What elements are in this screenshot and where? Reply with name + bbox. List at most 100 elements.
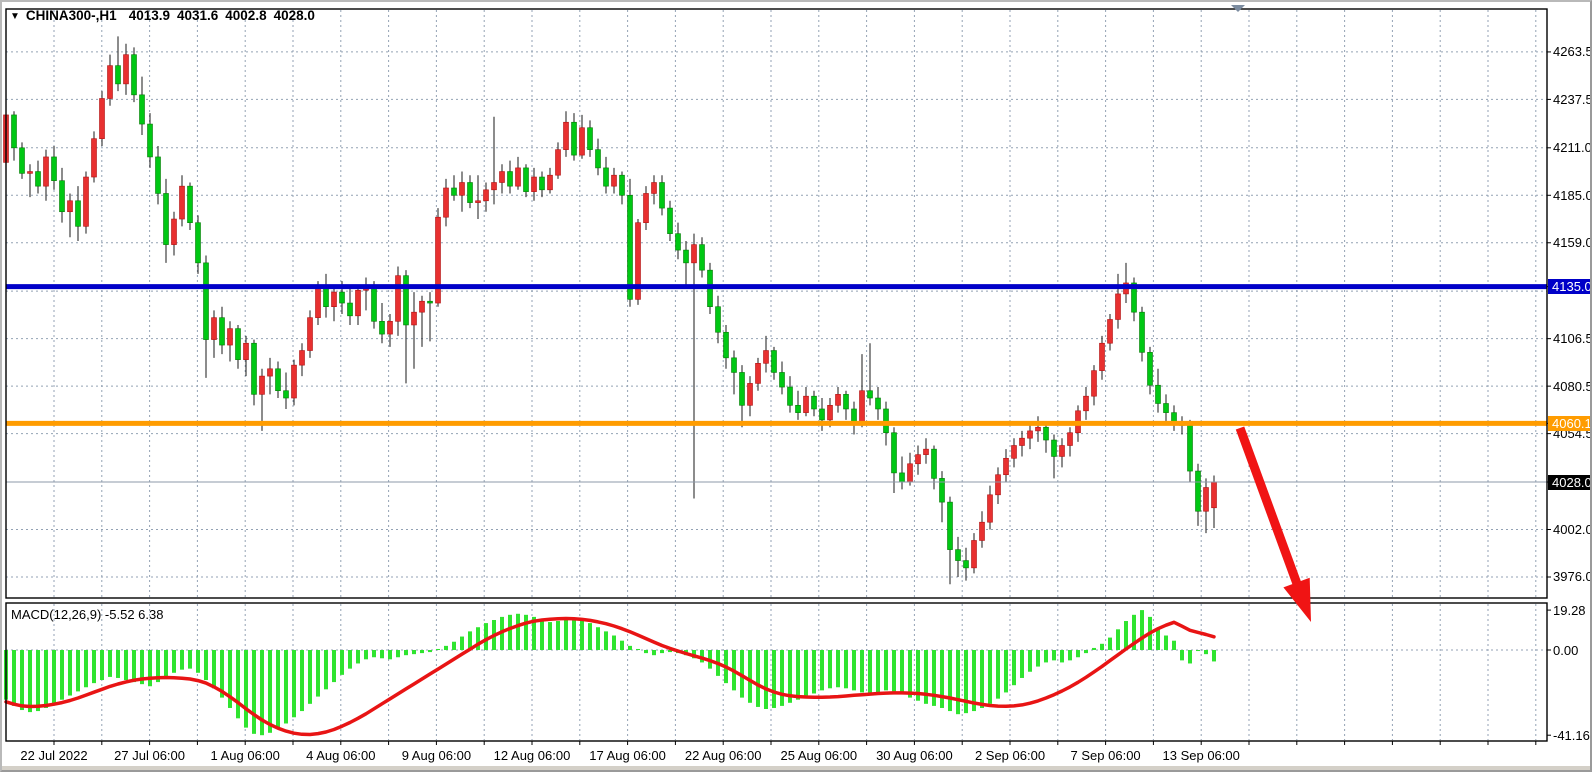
time-axis-label: 22 Jul 2022 bbox=[20, 748, 88, 763]
candle-body bbox=[643, 193, 649, 223]
candle-body bbox=[907, 463, 913, 483]
macd-histogram-bar bbox=[1076, 650, 1080, 658]
macd-histogram-bar bbox=[92, 650, 96, 684]
candle-body bbox=[1027, 430, 1033, 439]
candle-body bbox=[1035, 426, 1041, 432]
macd-histogram-bar bbox=[132, 650, 136, 683]
macd-histogram-bar bbox=[1084, 650, 1088, 654]
candle-body bbox=[1059, 445, 1065, 457]
candle-body bbox=[467, 182, 473, 203]
time-axis-label: 22 Aug 06:00 bbox=[684, 748, 762, 763]
symbol-timeframe-label: CHINA300-,H1 bbox=[25, 8, 117, 23]
candle-body bbox=[203, 262, 209, 340]
candle-body bbox=[459, 182, 465, 196]
ohlc-open-value: 4013.9 bbox=[128, 8, 170, 23]
macd-histogram-bar bbox=[332, 650, 336, 683]
time-axis-label: 7 Sep 06:00 bbox=[1070, 748, 1141, 763]
candle-body bbox=[35, 171, 41, 187]
candle-body bbox=[51, 156, 57, 181]
macd-histogram-bar bbox=[828, 650, 832, 689]
candle-body bbox=[971, 540, 977, 569]
macd-histogram-bar bbox=[1140, 610, 1144, 651]
macd-histogram-bar bbox=[1132, 614, 1136, 651]
macd-histogram-bar bbox=[1060, 650, 1064, 663]
candle-body bbox=[411, 311, 417, 326]
candle-body bbox=[91, 138, 97, 178]
candle-body bbox=[515, 167, 521, 187]
macd-histogram-bar bbox=[604, 631, 608, 651]
candle-body bbox=[499, 171, 505, 183]
macd-histogram-bar bbox=[156, 650, 160, 683]
candle-body bbox=[803, 395, 809, 413]
candle-body bbox=[195, 222, 201, 264]
candle-body bbox=[843, 394, 849, 410]
candle-body bbox=[403, 275, 409, 326]
candle-body bbox=[75, 200, 81, 227]
price-level-badge: 4135.0 bbox=[1548, 279, 1590, 295]
chart-shift-marker[interactable] bbox=[1231, 5, 1245, 12]
macd-histogram-bar bbox=[652, 650, 656, 656]
window-bottom-edge bbox=[2, 766, 1590, 770]
macd-histogram-bar bbox=[572, 617, 576, 651]
macd-histogram-bar bbox=[1164, 635, 1168, 651]
macd-histogram-bar bbox=[404, 650, 408, 656]
macd-histogram-bar bbox=[780, 650, 784, 706]
macd-histogram-bar bbox=[300, 650, 304, 712]
candle-body bbox=[939, 478, 945, 503]
candle-body bbox=[379, 321, 385, 335]
macd-axis-label: 19.28 bbox=[1553, 602, 1586, 618]
candle-body bbox=[243, 342, 249, 360]
candle-body bbox=[443, 187, 449, 218]
candle-body bbox=[595, 149, 601, 169]
candle-body bbox=[859, 390, 865, 423]
price-level-badge: 4028.0 bbox=[1548, 474, 1590, 490]
macd-histogram-bar bbox=[468, 631, 472, 651]
macd-histogram-bar bbox=[52, 650, 56, 704]
macd-histogram-bar bbox=[764, 650, 768, 709]
price-axis-label: 4237.5 bbox=[1553, 91, 1592, 107]
grid-layer bbox=[6, 10, 1547, 745]
macd-histogram-bar bbox=[916, 650, 920, 701]
candle-body bbox=[331, 291, 337, 307]
macd-histogram-bar bbox=[644, 650, 648, 654]
candle-body bbox=[1211, 481, 1217, 509]
price-axis-label: 4159.0 bbox=[1553, 235, 1592, 251]
candle-body bbox=[531, 176, 537, 192]
macd-histogram-bar bbox=[20, 650, 24, 711]
candle-body bbox=[547, 174, 553, 191]
candle-body bbox=[635, 222, 641, 300]
candle-body bbox=[1139, 311, 1145, 353]
macd-histogram-bar bbox=[932, 650, 936, 706]
trend-arrow-shaft[interactable] bbox=[1235, 426, 1303, 590]
level-lines-layer[interactable] bbox=[6, 284, 1547, 483]
symbol-dropdown-icon[interactable]: ▼ bbox=[10, 11, 20, 22]
candle-body bbox=[1171, 412, 1177, 423]
macd-histogram-bar bbox=[356, 650, 360, 664]
macd-histogram-bar bbox=[364, 650, 368, 660]
frame-layer bbox=[5, 8, 1551, 742]
candle-body bbox=[723, 331, 729, 359]
macd-histogram-bar bbox=[68, 650, 72, 696]
candle-body bbox=[579, 127, 585, 156]
candle-body bbox=[491, 182, 497, 191]
candle-body bbox=[811, 395, 817, 410]
candle-body bbox=[291, 364, 297, 399]
indicator-label: MACD(12,26,9) -5.52 6.38 bbox=[11, 607, 164, 622]
annotation-layer[interactable] bbox=[1231, 5, 1311, 622]
trend-arrow-head[interactable] bbox=[1283, 577, 1311, 622]
macd-histogram-bar bbox=[1028, 650, 1032, 672]
macd-signal-line bbox=[4, 616, 1216, 737]
macd-histogram-bar bbox=[660, 650, 664, 654]
macd-histogram-bar bbox=[396, 650, 400, 658]
candle-body bbox=[123, 54, 129, 85]
macd-histogram-bar bbox=[180, 650, 184, 670]
macd-histogram-bar bbox=[972, 650, 976, 712]
macd-histogram-bar bbox=[28, 650, 32, 713]
macd-histogram-bar bbox=[988, 650, 992, 704]
macd-histogram-bar bbox=[268, 650, 272, 733]
macd-layer bbox=[4, 610, 1216, 737]
macd-histogram-bar bbox=[164, 650, 168, 677]
candle-body bbox=[755, 363, 761, 384]
